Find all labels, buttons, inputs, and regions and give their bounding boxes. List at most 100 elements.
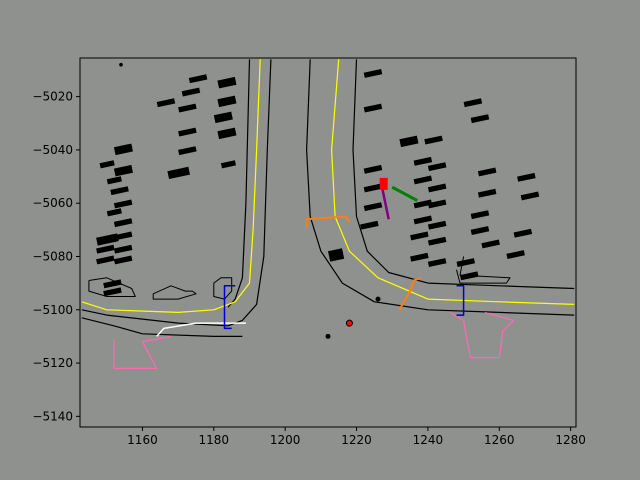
building-28 (363, 103, 383, 113)
building-40 (410, 252, 429, 262)
building-41 (424, 135, 443, 145)
y-tick-label-5: −5120 (32, 356, 73, 370)
x-tick-label-5: 1260 (484, 433, 515, 447)
building-10 (110, 186, 129, 196)
x-tick-label-4: 1240 (413, 433, 444, 447)
building-23 (217, 76, 237, 89)
building-43 (427, 183, 447, 193)
x-tick-label-0: 1160 (127, 433, 158, 447)
building-29 (363, 68, 383, 78)
y-tick-label-4: −5100 (32, 303, 73, 317)
building-49 (470, 114, 490, 124)
building-18 (181, 87, 201, 97)
white-boundary (156, 322, 246, 337)
building-56 (520, 191, 540, 201)
building-47 (427, 258, 447, 267)
building-4 (106, 176, 122, 185)
building-36 (413, 175, 433, 185)
building-16 (156, 98, 176, 108)
building-59 (456, 258, 476, 267)
building-35 (413, 156, 433, 166)
building-2 (113, 164, 133, 177)
agent-black-point-1 (325, 333, 331, 339)
building-5 (96, 233, 119, 246)
lane-center-left (81, 59, 261, 313)
building-26 (217, 127, 237, 140)
building-30 (363, 164, 383, 174)
building-19 (178, 103, 197, 113)
stop-line-right (456, 285, 465, 316)
agent-purple-path (380, 184, 390, 220)
road-edge-left-lower (81, 317, 243, 337)
building-57 (513, 228, 533, 238)
x-tick-label-6: 1280 (555, 433, 586, 447)
x-tick-label-2: 1200 (270, 433, 301, 447)
building-7 (96, 255, 115, 265)
y-tick-label-0: −5020 (32, 90, 73, 104)
orange-path-1 (305, 215, 351, 228)
building-15 (113, 255, 133, 265)
orange-path-2 (398, 276, 422, 311)
marker-dot (119, 62, 123, 67)
building-9 (103, 287, 122, 297)
building-45 (427, 220, 447, 230)
building-13 (113, 231, 133, 241)
building-14 (113, 244, 133, 254)
building-53 (470, 226, 490, 235)
building-46 (427, 236, 447, 246)
building-54 (481, 239, 500, 249)
x-axis-ticks: 1160 1180 1200 1220 1240 1260 1280 (127, 427, 586, 447)
building-38 (413, 215, 433, 225)
map-layer (81, 59, 575, 369)
agent-black-point-2 (375, 296, 381, 302)
agent-green-path (391, 185, 418, 202)
x-tick-label-3: 1220 (341, 433, 372, 447)
agent-red-vehicle (379, 177, 388, 190)
building-12 (113, 218, 133, 228)
road-edge-right (306, 59, 575, 316)
lane-center-right (331, 59, 575, 305)
building-20 (178, 127, 197, 137)
building-24 (217, 95, 237, 108)
building-52 (470, 210, 490, 220)
island-1 (88, 277, 136, 297)
stop-line-left (223, 285, 236, 330)
building-11 (113, 199, 133, 209)
building-8 (103, 279, 122, 289)
road-edge-left-inner (81, 59, 272, 327)
crosswalk-left (113, 335, 172, 369)
building-60 (460, 271, 479, 281)
building-3 (106, 208, 122, 217)
building-33 (360, 220, 379, 230)
building-27 (220, 160, 236, 169)
building-50 (477, 167, 497, 177)
building-6 (96, 244, 115, 254)
y-tick-label-6: −5140 (32, 409, 73, 423)
y-tick-label-1: −5040 (32, 143, 73, 157)
road-edge-curb-left (227, 59, 251, 308)
building-37 (413, 199, 433, 209)
building-17 (167, 166, 190, 180)
building-55 (517, 172, 536, 182)
x-tick-label-1: 1180 (199, 433, 230, 447)
building-51 (477, 188, 497, 198)
plot-frame (79, 57, 577, 428)
building-61 (328, 248, 345, 262)
y-axis-ticks: −5020 −5040 −5060 −5080 −5100 −5120 −5140 (32, 90, 80, 423)
building-34 (399, 135, 419, 148)
road-edge-right-inner (352, 59, 575, 290)
building-0 (99, 160, 115, 169)
agent-red-point (345, 319, 353, 327)
building-25 (213, 111, 233, 124)
crosswalk-right (449, 311, 515, 359)
building-44 (427, 199, 447, 209)
y-tick-label-3: −5080 (32, 249, 73, 263)
building-32 (363, 202, 383, 212)
y-tick-label-2: −5060 (32, 196, 73, 210)
building-48 (463, 98, 483, 108)
building-21 (178, 146, 197, 156)
island-4 (456, 256, 511, 284)
building-58 (506, 250, 525, 259)
island-2 (152, 285, 197, 300)
